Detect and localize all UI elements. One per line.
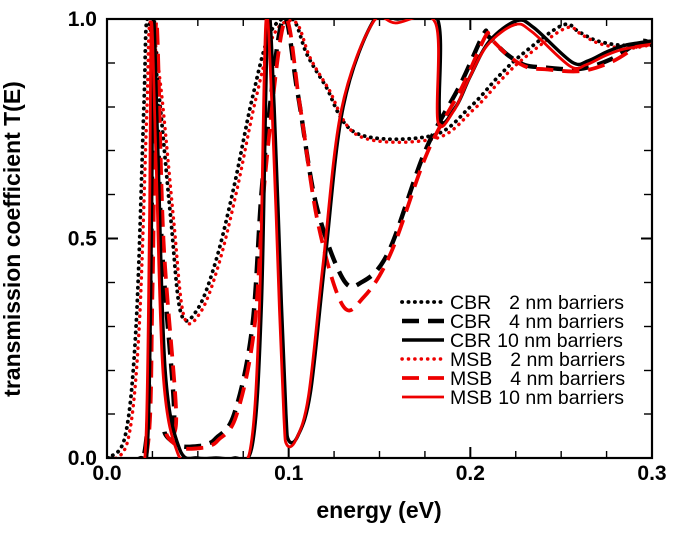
svg-text:0.5: 0.5 [68, 228, 98, 251]
svg-text:0.3: 0.3 [637, 462, 666, 485]
svg-text:transmission coefficient T(E): transmission coefficient T(E) [0, 81, 25, 397]
svg-text:1.0: 1.0 [68, 8, 97, 31]
svg-text:0.1: 0.1 [274, 462, 304, 485]
svg-text:0.0: 0.0 [68, 447, 97, 470]
svg-text:0.2: 0.2 [456, 462, 485, 485]
svg-text:energy (eV): energy (eV) [316, 497, 441, 523]
